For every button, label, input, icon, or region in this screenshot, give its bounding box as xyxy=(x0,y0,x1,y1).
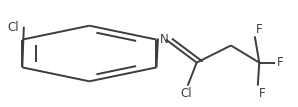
Text: F: F xyxy=(256,23,263,36)
Text: F: F xyxy=(277,56,284,69)
Text: Cl: Cl xyxy=(7,21,19,34)
Text: N: N xyxy=(159,33,168,46)
Text: Cl: Cl xyxy=(180,87,192,100)
Text: F: F xyxy=(259,87,266,100)
